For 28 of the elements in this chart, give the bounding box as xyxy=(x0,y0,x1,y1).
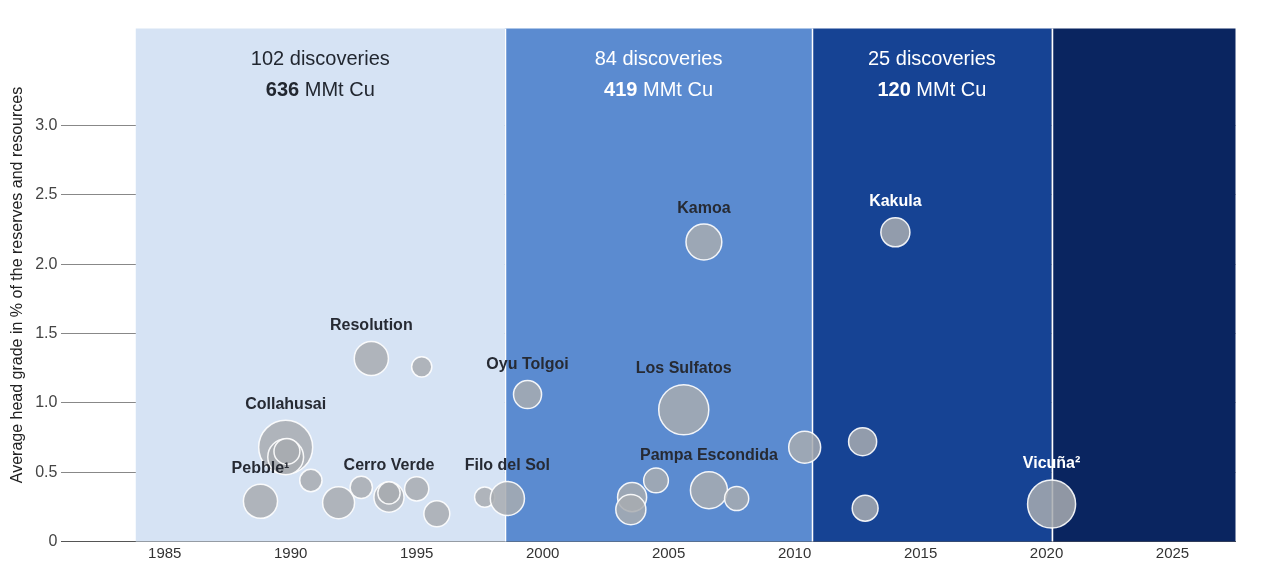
x-tick-label: 2010 xyxy=(777,543,812,561)
y-tick-label: 1.0 xyxy=(35,393,58,411)
y-tick-label: 1.5 xyxy=(35,323,58,341)
annotation: Kamoa xyxy=(677,198,731,216)
x-tick-label: 1990 xyxy=(274,543,308,561)
annotation: Pampa Escondida xyxy=(640,446,778,464)
band-label: 84 discoveries 419 MMt Cu xyxy=(594,46,723,100)
y-tick-label: 0.5 xyxy=(35,462,58,480)
x-tick-label: 1985 xyxy=(148,543,182,561)
y-tick-label: 0 xyxy=(48,531,58,549)
x-tick-label: 2015 xyxy=(903,543,938,561)
annotation: Collahusai xyxy=(245,394,327,412)
annotation: Pebble¹ xyxy=(231,458,290,476)
x-tick-label: 2025 xyxy=(1155,543,1190,561)
x-tick-label: 1995 xyxy=(400,543,434,561)
annotation: Los Sulfatos xyxy=(635,359,732,377)
y-tick-label: 2.5 xyxy=(35,185,58,203)
x-tick-label: 2000 xyxy=(525,543,560,561)
x-tick-label: 2005 xyxy=(651,543,686,561)
band-label: 102 discoveries 636 MMt Cu xyxy=(250,46,390,100)
annotation: Resolution xyxy=(330,315,413,333)
annotation: Cerro Verde xyxy=(343,456,435,474)
band-label: 25 discoveries 120 MMt Cu xyxy=(867,46,996,100)
x-tick-label: 2020 xyxy=(1029,543,1064,561)
annotation: Kakula xyxy=(869,192,922,210)
y-axis-title: Average head grade in % of the reserves and resources xyxy=(8,86,26,484)
y-tick-label: 3.0 xyxy=(35,115,58,133)
y-tick-label: 2.0 xyxy=(35,254,58,272)
